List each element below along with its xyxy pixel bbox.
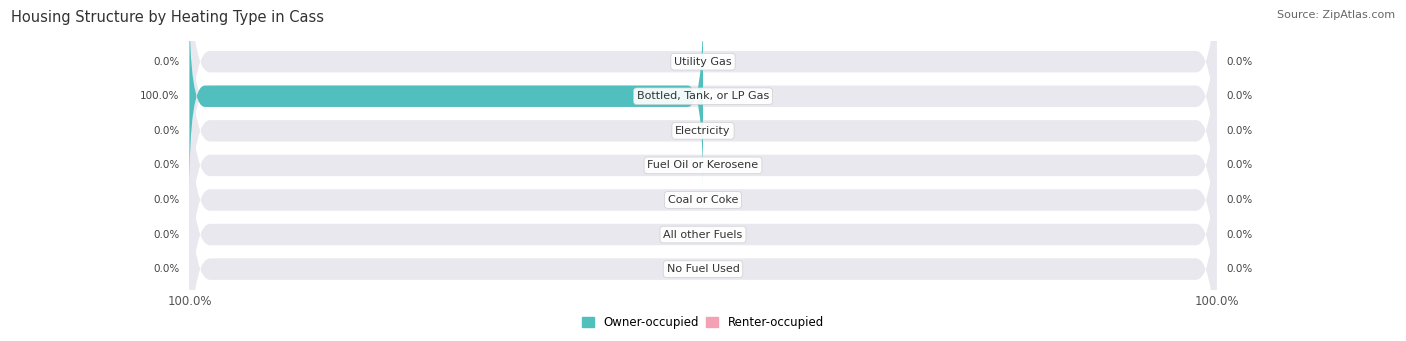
FancyBboxPatch shape [190, 142, 1216, 341]
FancyBboxPatch shape [190, 0, 1216, 189]
Text: Bottled, Tank, or LP Gas: Bottled, Tank, or LP Gas [637, 91, 769, 101]
Text: 0.0%: 0.0% [153, 126, 179, 136]
Text: Source: ZipAtlas.com: Source: ZipAtlas.com [1277, 10, 1395, 20]
Text: All other Fuels: All other Fuels [664, 229, 742, 239]
Text: 0.0%: 0.0% [153, 160, 179, 170]
Text: 0.0%: 0.0% [153, 229, 179, 239]
Text: Coal or Coke: Coal or Coke [668, 195, 738, 205]
FancyBboxPatch shape [190, 107, 1216, 341]
Text: 0.0%: 0.0% [1227, 126, 1253, 136]
Text: 0.0%: 0.0% [1227, 57, 1253, 66]
Text: 0.0%: 0.0% [153, 264, 179, 274]
FancyBboxPatch shape [190, 3, 703, 189]
FancyBboxPatch shape [190, 3, 1216, 258]
Text: 0.0%: 0.0% [1227, 229, 1253, 239]
Text: 0.0%: 0.0% [153, 195, 179, 205]
FancyBboxPatch shape [190, 72, 1216, 328]
Text: Fuel Oil or Kerosene: Fuel Oil or Kerosene [647, 160, 759, 170]
Text: 0.0%: 0.0% [1227, 91, 1253, 101]
FancyBboxPatch shape [190, 38, 1216, 293]
Text: Housing Structure by Heating Type in Cass: Housing Structure by Heating Type in Cas… [11, 10, 325, 25]
Text: 100.0%: 100.0% [139, 91, 179, 101]
Text: No Fuel Used: No Fuel Used [666, 264, 740, 274]
Text: Utility Gas: Utility Gas [675, 57, 731, 66]
Text: Electricity: Electricity [675, 126, 731, 136]
Text: 0.0%: 0.0% [153, 57, 179, 66]
FancyBboxPatch shape [190, 0, 1216, 224]
Text: 0.0%: 0.0% [1227, 264, 1253, 274]
Text: 0.0%: 0.0% [1227, 160, 1253, 170]
Legend: Owner-occupied, Renter-occupied: Owner-occupied, Renter-occupied [582, 316, 824, 329]
Text: 0.0%: 0.0% [1227, 195, 1253, 205]
